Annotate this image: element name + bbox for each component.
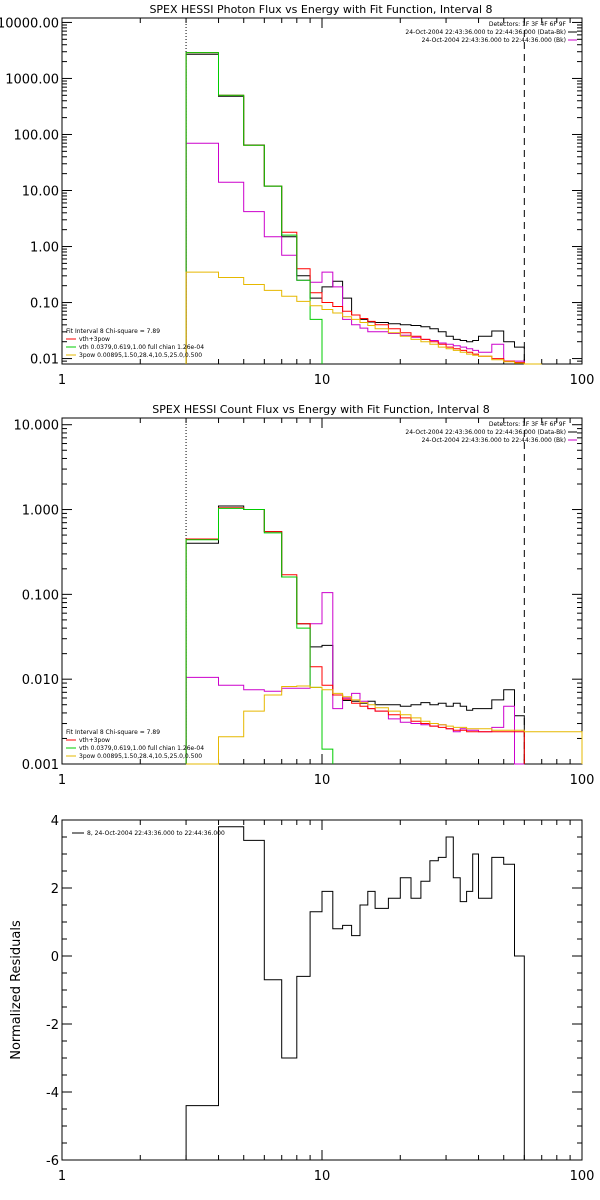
photon-flux-series xyxy=(185,52,542,365)
series-data xyxy=(185,53,525,364)
series-power-law xyxy=(185,271,542,365)
residuals-y-axis-label: Normalized Residuals xyxy=(9,920,24,1060)
series-thermal xyxy=(185,507,334,764)
legend-entry: vth 0.0379,0.619,1.00 full chian 1.26e-0… xyxy=(79,344,204,351)
legend-entry: 24-Oct-2004 22:43:36.000 to 22:44:36.000… xyxy=(405,29,566,36)
y-tick-label: -4 xyxy=(46,1086,59,1101)
y-tick-label: 10.000 xyxy=(14,419,60,434)
count-flux-legend-bottom-left: Fit Interval 8 Chi-square = 7.89vth+3pow… xyxy=(66,729,204,760)
x-tick-label: 1 xyxy=(58,1169,66,1184)
legend-entry: 3pow 0.00895,1.50,28.4,10.5,25.0,0.500 xyxy=(79,352,202,359)
legend-entry: 24-Oct-2004 22:43:36.000 to 22:44:36.000… xyxy=(405,429,566,436)
photon-flux-panel: SPEX HESSI Photon Flux vs Energy with Fi… xyxy=(0,3,594,388)
y-tick-label: 0.100 xyxy=(22,588,59,603)
y-tick-label: 10.00 xyxy=(22,185,59,200)
y-tick-label: 0.001 xyxy=(22,758,59,773)
x-tick-label: 10 xyxy=(314,373,331,388)
legend-entry: vth 0.0379,0.619,1.00 full chian 1.26e-0… xyxy=(79,745,204,752)
photon-flux-legend-bottom-left: Fit Interval 8 Chi-square = 7.89vth+3pow… xyxy=(66,328,204,359)
y-tick-label: 4 xyxy=(51,814,59,829)
residuals-series xyxy=(185,826,525,1160)
count-flux-panel: SPEX HESSI Count Flux vs Energy with Fit… xyxy=(14,403,595,788)
y-tick-label: 1.00 xyxy=(30,241,59,256)
residuals-panel: Normalized Residuals 1 10 100 -6 -4 -2 0 2 4 8, … xyxy=(9,814,594,1184)
y-tick-label: 100.00 xyxy=(14,128,60,143)
y-tick-label: 0 xyxy=(51,950,59,965)
x-tick-label: 100 xyxy=(570,373,595,388)
legend-entry: 24-Oct-2004 22:43:36.000 to 22:44:36.000… xyxy=(422,437,566,444)
residuals-plot-frame xyxy=(61,819,583,1161)
series-fit xyxy=(185,507,525,764)
series-power-law xyxy=(186,685,583,765)
series-data xyxy=(185,505,525,764)
legend-entry: vth+3pow xyxy=(79,336,110,343)
x-tick-label: 1 xyxy=(58,773,66,788)
count-flux-range-lines xyxy=(185,418,525,764)
series-background xyxy=(185,592,525,765)
y-tick-label: -6 xyxy=(46,1154,59,1169)
y-tick-label: 0.010 xyxy=(22,673,59,688)
count-flux-ticks: 1 10 100 0.001 0.010 0.100 1.000 10.000 xyxy=(14,418,595,788)
y-tick-label: -2 xyxy=(46,1018,59,1033)
y-tick-label: 0.10 xyxy=(30,297,59,312)
photon-flux-range-lines xyxy=(185,18,525,364)
legend-entry: Detectors: 1F 3F 4F 6F 9F xyxy=(489,21,567,28)
x-tick-label: 100 xyxy=(570,773,595,788)
y-tick-label: 2 xyxy=(51,882,59,897)
legend-entry: vth+3pow xyxy=(79,737,110,744)
photon-flux-title: SPEX HESSI Photon Flux vs Energy with Fi… xyxy=(149,3,492,16)
y-tick-label: 1000.00 xyxy=(5,72,59,87)
y-tick-label: 1.000 xyxy=(22,504,59,519)
x-tick-label: 10 xyxy=(314,773,331,788)
residuals-ticks: 1 10 100 -6 -4 -2 0 2 4 xyxy=(46,814,594,1184)
y-tick-label: 10000.00 xyxy=(0,16,59,31)
x-tick-label: 1 xyxy=(58,373,66,388)
legend-entry: Detectors: 1F 3F 4F 6F 9F xyxy=(489,421,567,428)
photon-flux-plot-frame xyxy=(61,17,583,365)
count-flux-title: SPEX HESSI Count Flux vs Energy with Fit… xyxy=(152,403,489,416)
count-flux-series xyxy=(185,505,583,765)
series-residuals xyxy=(185,826,525,1160)
x-tick-label: 100 xyxy=(570,1169,595,1184)
series-background xyxy=(185,142,525,364)
legend-entry: 3pow 0.00895,1.50,28.4,10.5,25.0,0.500 xyxy=(79,753,202,760)
legend-entry: Fit Interval 8 Chi-square = 7.89 xyxy=(66,729,160,736)
y-tick-label: 0.01 xyxy=(30,353,59,368)
x-tick-label: 10 xyxy=(314,1169,331,1184)
photon-flux-ticks: 1 10 100 0.01 0.10 1.00 10.00 100.00 1000.00 1000… xyxy=(0,16,594,388)
legend-entry: Fit Interval 8 Chi-square = 7.89 xyxy=(66,328,160,335)
legend-entry: 24-Oct-2004 22:43:36.000 to 22:44:36.000… xyxy=(422,37,566,44)
series-fit xyxy=(185,52,525,364)
legend-entry: 8, 24-Oct-2004 22:43:36.000 to 22:44:36.… xyxy=(87,830,225,837)
series-thermal xyxy=(185,52,323,364)
residuals-legend-top-left: 8, 24-Oct-2004 22:43:36.000 to 22:44:36.… xyxy=(72,830,225,837)
